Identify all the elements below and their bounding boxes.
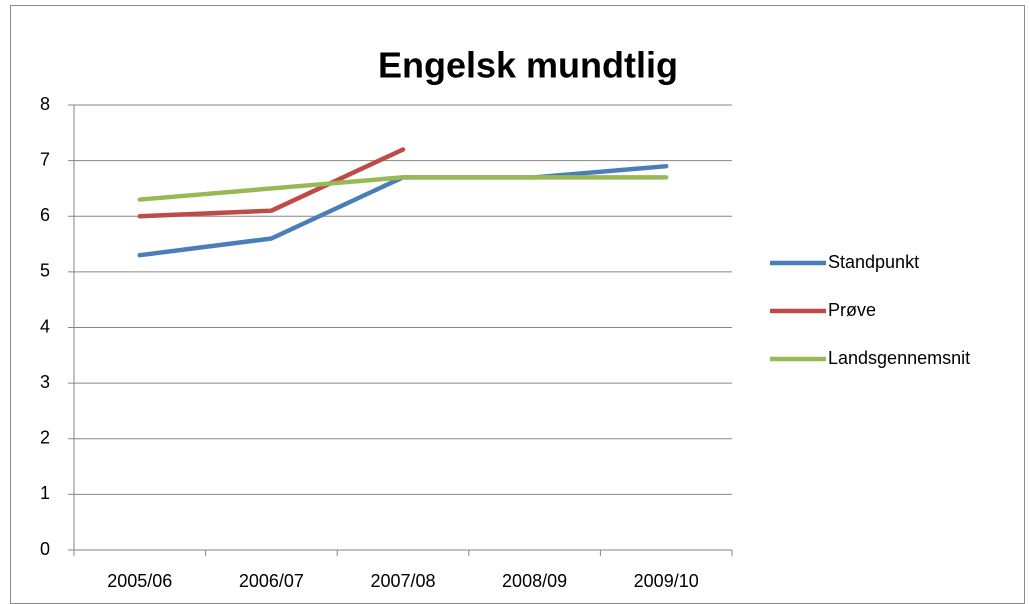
y-tick-label: 4 — [40, 316, 50, 336]
x-tick-label: 2007/08 — [370, 571, 435, 591]
y-tick-label: 3 — [40, 372, 50, 392]
x-tick-label: 2008/09 — [502, 571, 567, 591]
y-tick-label: 8 — [40, 94, 50, 114]
y-tick-label: 7 — [40, 149, 50, 169]
x-tick-label: 2009/10 — [634, 571, 699, 591]
y-tick-label: 6 — [40, 205, 50, 225]
y-tick-label: 0 — [40, 539, 50, 559]
y-tick-label: 5 — [40, 261, 50, 281]
y-tick-label: 1 — [40, 483, 50, 503]
legend-label: Landsgennemsnit — [828, 348, 970, 368]
legend-label: Prøve — [828, 300, 876, 320]
y-tick-label: 2 — [40, 428, 50, 448]
series-line — [137, 147, 406, 219]
series-line — [137, 175, 669, 202]
x-tick-label: 2006/07 — [239, 571, 304, 591]
x-tick-label: 2005/06 — [107, 571, 172, 591]
legend-label: Standpunkt — [828, 252, 919, 272]
chart-title: Engelsk mundtlig — [378, 45, 678, 86]
